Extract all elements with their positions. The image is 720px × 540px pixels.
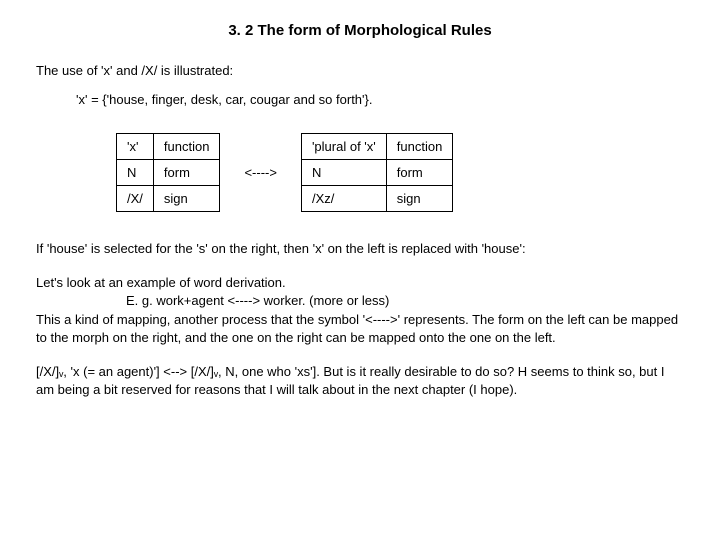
definition-text: 'x' = {'house, finger, desk, car, cougar… (76, 92, 684, 107)
paragraph-2: Let's look at an example of word derivat… (36, 274, 684, 347)
table-cell: N (117, 160, 154, 186)
intro-text: The use of 'x' and /X/ is illustrated: (36, 63, 684, 78)
right-table: 'plural of 'x' function N form /Xz/ sign (301, 133, 453, 212)
tables-container: 'x' function N form /X/ sign <----> 'plu… (116, 133, 684, 212)
mapping-arrow: <----> (220, 165, 301, 180)
para2-line1: Let's look at an example of word derivat… (36, 275, 286, 290)
page-title: 3. 2 The form of Morphological Rules (36, 22, 684, 39)
table-cell: 'plural of 'x' (301, 134, 386, 160)
table-cell: sign (386, 186, 453, 212)
paragraph-1: If 'house' is selected for the 's' on th… (36, 240, 684, 258)
table-cell: form (386, 160, 453, 186)
table-cell: form (153, 160, 220, 186)
para2-line2: This a kind of mapping, another process … (36, 312, 678, 345)
table-cell: sign (153, 186, 220, 212)
table-cell: /Xz/ (301, 186, 386, 212)
table-cell: N (301, 160, 386, 186)
left-table: 'x' function N form /X/ sign (116, 133, 220, 212)
table-cell: function (386, 134, 453, 160)
table-cell: function (153, 134, 220, 160)
table-cell: 'x' (117, 134, 154, 160)
para2-example: E. g. work+agent <----> worker. (more or… (126, 293, 389, 308)
table-cell: /X/ (117, 186, 154, 212)
paragraph-3: [/X/]ᵥ, 'x (= an agent)'] <--> [/X/]ᵥ, N… (36, 363, 684, 399)
